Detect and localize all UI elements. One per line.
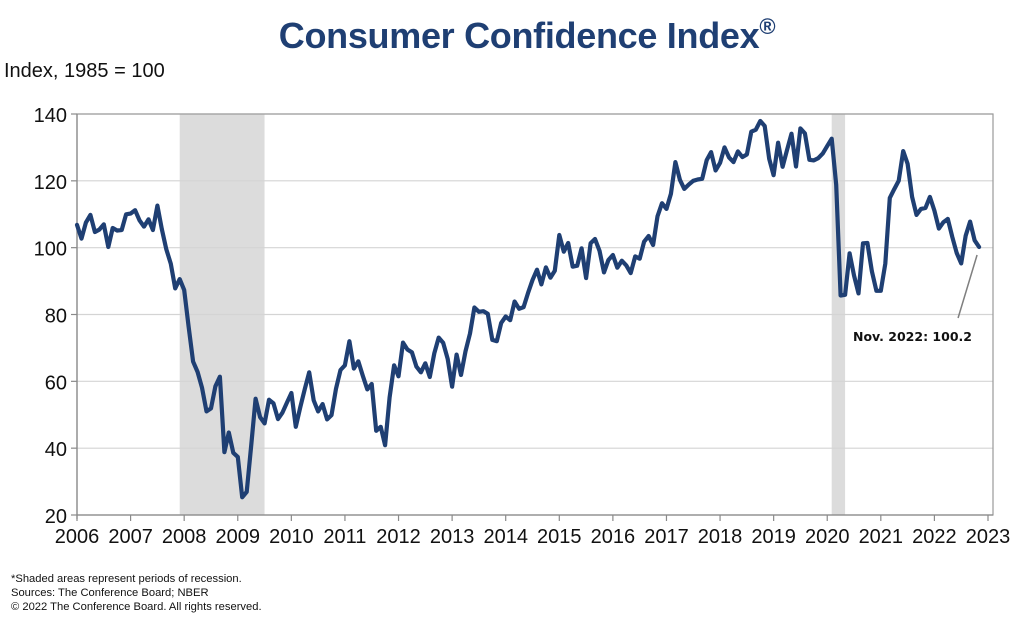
chart-title: Consumer Confidence Index® [0,14,1024,57]
x-tick-label: 2021 [859,526,904,548]
annotation-leader-line [957,254,978,319]
registered-mark: ® [759,14,776,39]
y-tick-label: 120 [34,172,67,194]
x-tick-label: 2007 [108,526,153,548]
recession-note: *Shaded areas represent periods of reces… [11,573,242,585]
x-tick-label: 2014 [483,526,528,548]
x-tick-label: 2010 [269,526,314,548]
x-tick-label: 2022 [912,526,957,548]
y-tick-label: 60 [45,372,67,394]
x-tick-label: 2006 [55,526,100,548]
y-axis-label: Index, 1985 = 100 [4,60,165,82]
x-tick-label: 2015 [537,526,582,548]
x-tick-label: 2016 [591,526,636,548]
series-line [74,118,982,500]
x-tick-label: 2018 [698,526,743,548]
axes [71,113,994,521]
y-tick-label: 80 [45,306,67,328]
y-tick-label: 40 [45,439,67,461]
chart-title-text: Consumer Confidence Index [278,15,760,56]
x-tick-label: 2023 [966,526,1011,548]
y-tick-label: 100 [34,239,67,261]
copyright-note: © 2022 The Conference Board. All rights … [11,601,262,613]
x-tick-label: 2008 [162,526,207,548]
footer: *Shaded areas represent periods of reces… [11,572,262,614]
x-tick-label: 2013 [430,526,475,548]
annotations: Nov. 2022: 100.2 [853,254,978,344]
annotation-label: Nov. 2022: 100.2 [853,329,972,344]
y-tick-labels: 20 40 60 80 100 120 140 [34,105,67,528]
x-tick-label: 2017 [644,526,689,548]
x-tick-label: 2019 [751,526,796,548]
x-tick-label: 2012 [376,526,421,548]
x-tick-label: 2009 [216,526,261,548]
sources-note: Sources: The Conference Board; NBER [11,587,209,599]
y-tick-label: 20 [45,506,67,528]
x-tick-label: 2011 [323,526,366,548]
x-tick-label: 2020 [805,526,850,548]
x-tick-labels: 2006 2007 2008 2009 2010 2011 2012 2013 2014 2015… [55,526,1011,548]
series [74,118,982,500]
y-tick-label: 140 [34,105,67,127]
